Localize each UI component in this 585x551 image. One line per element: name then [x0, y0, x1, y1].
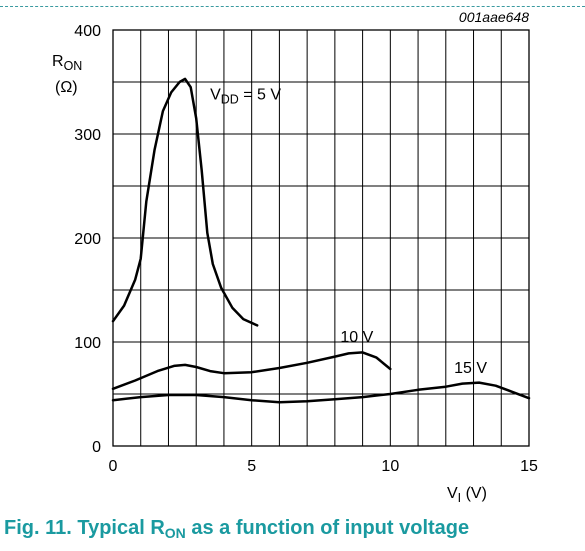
- y-tick-label: 400: [74, 23, 101, 40]
- series-line: [111, 381, 531, 404]
- ron-vs-vi-chart: 0 5 10 15 0 100 200 300 400 VDD = 5 V 10 V 15 V 001…: [52, 9, 538, 505]
- y-axis-unit: (Ω): [55, 79, 78, 96]
- figure-caption: Fig. 11. Typical RON as a function of in…: [4, 517, 469, 541]
- y-tick-label: 300: [74, 127, 101, 144]
- y-axis-label: RON: [52, 53, 82, 73]
- series-line: [111, 77, 259, 327]
- x-tick-label: 5: [247, 458, 256, 475]
- x-tick-label: 10: [381, 458, 399, 475]
- curves: [111, 77, 531, 404]
- x-tick-label: 0: [109, 458, 118, 475]
- series-label: VDD = 5 V: [210, 87, 281, 107]
- caption-suffix: as a function of input voltage: [185, 517, 470, 539]
- y-tick-label: 100: [74, 335, 101, 352]
- x-tick-label: 15: [520, 458, 538, 475]
- series-label: 15 V: [454, 360, 487, 377]
- caption-prefix: Fig. 11. Typical R: [4, 517, 165, 539]
- y-tick-label: 0: [92, 439, 101, 456]
- labels: VDD = 5 V 10 V 15 V 001aae648 RON (Ω) VI (V): [52, 9, 529, 505]
- series-label: 10 V: [340, 329, 373, 346]
- caption-subscript: ON: [164, 525, 186, 541]
- plot-frame: [112, 29, 530, 447]
- tick-labels: 0 5 10 15 0 100 200 300 400: [74, 23, 538, 475]
- figure-id: 001aae648: [459, 9, 529, 25]
- top-rule: [0, 6, 585, 7]
- y-tick-label: 200: [74, 231, 101, 248]
- x-axis-label: VI (V): [447, 485, 487, 505]
- series-line: [111, 351, 392, 391]
